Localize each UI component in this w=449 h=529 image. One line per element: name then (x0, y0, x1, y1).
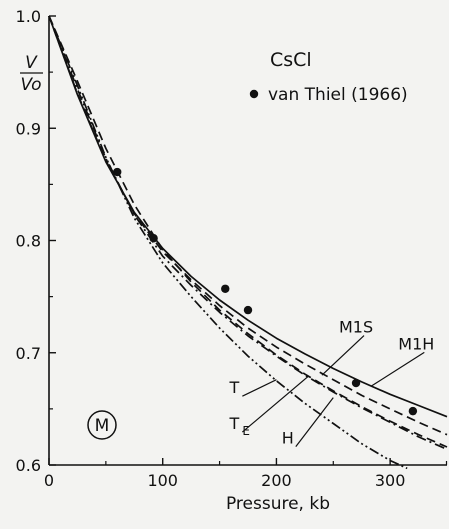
series-line-t (48, 15, 408, 470)
curve-label: T (228, 414, 239, 433)
legend-marker (249, 89, 259, 99)
x-tick-label: 300 (375, 471, 406, 490)
curve-label-leader (370, 351, 425, 387)
curve-label: M1S (339, 318, 373, 337)
curve-label-leader (242, 379, 277, 397)
y-tick-label: 0.8 (16, 232, 41, 251)
x-axis-title: Pressure, kb (226, 494, 330, 514)
y-tick-label: 0.6 (16, 456, 41, 475)
chart-title: CsCl (270, 49, 312, 71)
y-axis-title-numerator: V (25, 53, 38, 73)
data-point (243, 305, 253, 315)
data-point (221, 284, 230, 293)
curve-label: H (282, 429, 294, 448)
x-tick-label: 100 (147, 471, 178, 490)
series-line-te (48, 15, 448, 451)
curve-label-leader (241, 375, 309, 433)
data-point (149, 234, 158, 243)
data-point (408, 406, 418, 416)
data-point (351, 378, 361, 388)
y-axis-title-denominator: Vo (20, 75, 41, 95)
x-tick-label: 0 (44, 471, 54, 490)
x-tick-label: 200 (261, 471, 292, 490)
legend-label: van Thiel (1966) (268, 85, 408, 105)
y-tick-label: 1.0 (16, 7, 41, 26)
series-line-h (48, 15, 448, 448)
curve-label-leader (321, 335, 365, 376)
y-tick-label: 0.9 (16, 119, 41, 138)
series-line-m1s (48, 15, 448, 436)
panel-mark-label: M (95, 416, 110, 436)
data-point (113, 167, 122, 177)
curve-label: M1H (398, 334, 434, 353)
y-tick-label: 0.7 (16, 344, 41, 363)
curve-label: T (228, 378, 239, 397)
panel-mark-circle (87, 410, 117, 440)
curve-label-leader (295, 397, 334, 448)
curve-label-subscript: E (242, 424, 250, 438)
